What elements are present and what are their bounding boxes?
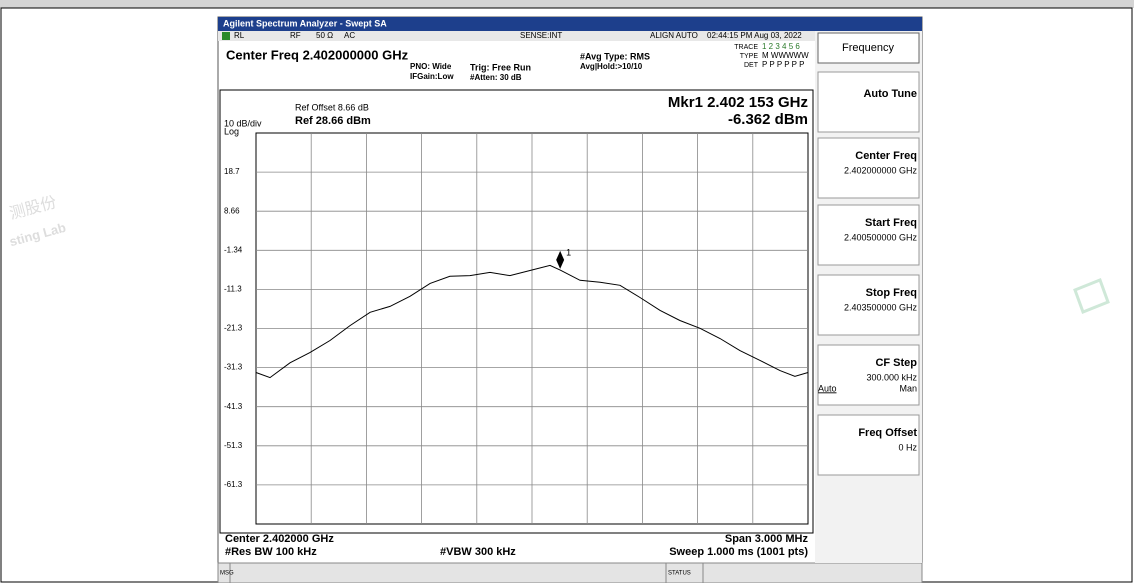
setting: #Atten: 30 dB [470,73,522,82]
y-tick-label: -41.3 [224,402,243,411]
setting: Trig: Free Run [470,62,531,72]
y-tick-label: 8.66 [224,206,240,215]
y-tick-label: 18.7 [224,167,240,176]
footer-center: Center 2.402000 GHz [225,533,334,545]
scale: 10 dB/div [224,118,262,128]
y-tick-label: -21.3 [224,324,243,333]
footer-sweep: Sweep 1.000 ms (1001 pts) [669,546,808,558]
marker-level: -6.362 dBm [728,111,808,128]
footer-vbw: #VBW 300 kHz [440,546,516,558]
softkeys: Auto Tune Center Freq 2.402000000 GHz Start… [817,71,920,476]
softkey-label: Auto Tune [863,88,917,100]
softkey[interactable] [817,414,920,476]
y-tick-label: -51.3 [224,441,243,450]
softkey[interactable] [817,344,920,406]
y-tick-label: -61.3 [224,480,243,489]
y-tick-label: -1.34 [224,245,243,254]
status-text: 50 Ω [316,31,333,40]
center-freq-setting: Center Freq 2.402000000 GHz [226,47,409,62]
softkey-option: Auto [818,383,837,393]
status-row [218,31,815,41]
trace [255,264,809,379]
softkey-value: 2.400500000 GHz [844,232,918,242]
setting: P P P P P P [762,60,804,69]
status-text: 02:44:15 PM Aug 03, 2022 [707,31,802,40]
footer-span: Span 3.000 MHz [725,533,809,545]
watermark-logo [1073,278,1110,314]
softkey-value: 0 Hz [898,442,917,452]
softkey[interactable] [817,274,920,336]
softkey-label: Center Freq [855,150,917,162]
message-bar [217,562,923,583]
setting: DET [744,62,759,69]
status-text: SENSE:INT [520,31,562,40]
softkey[interactable] [817,204,920,266]
setting: Avg|Hold:>10/10 [580,62,643,71]
window-title: Agilent Spectrum Analyzer - Swept SA [223,18,387,28]
title-bar [218,17,922,31]
status-text: RL [234,31,245,40]
softkey-menu[interactable] [817,32,920,64]
watermark: 测股份 [7,193,58,223]
softkey-label: Stop Freq [866,287,917,299]
setting: #Avg Type: RMS [580,51,650,61]
setting: TRACE [734,44,758,51]
ref-level: Ref 28.66 dBm [295,115,371,127]
setting: 1 2 3 4 5 6 [762,42,800,51]
y-tick-label: -31.3 [224,363,243,372]
status-icon [222,32,230,40]
softkey-value: 300.000 kHz [866,372,917,382]
softkey-option: Man [899,383,917,393]
footer-rbw: #Res BW 100 kHz [225,546,317,558]
softkey-menu-title: Frequency [842,42,894,54]
ref-offset: Ref Offset 8.66 dB [295,102,369,112]
softkey[interactable] [817,71,920,133]
softkey-label: CF Step [875,357,917,369]
y-tick-label: -11.3 [224,285,242,294]
setting: TYPE [740,53,759,60]
setting: PNO: Wide [410,62,452,71]
status-text: RF [290,31,301,40]
softkey-label: Start Freq [865,217,917,229]
setting: IFGain:Low [410,72,454,81]
marker-label: 1 [566,247,571,257]
status-text: ALIGN AUTO [650,31,698,40]
scale-type: Log [224,126,239,136]
softkey-label: Freq Offset [858,427,917,439]
marker-freq: Mkr1 2.402 153 GHz [668,94,808,111]
softkey-value: 2.402000000 GHz [844,165,918,175]
msg-label: MSG [220,571,234,577]
top-bar [0,0,1134,8]
softkey-value: 2.403500000 GHz [844,302,918,312]
plot: 18.7 8.66 -1.34 -11.3 -21.3 -31.3 -41.3 -51.3 -6… [224,132,809,525]
plot-area [219,89,814,534]
setting: M WWWWW [762,51,809,60]
softkey[interactable] [817,137,920,199]
watermark: sting Lab [8,220,68,249]
status-text: AC [344,31,355,40]
marker [556,250,565,269]
status-label: STATUS [668,571,691,577]
